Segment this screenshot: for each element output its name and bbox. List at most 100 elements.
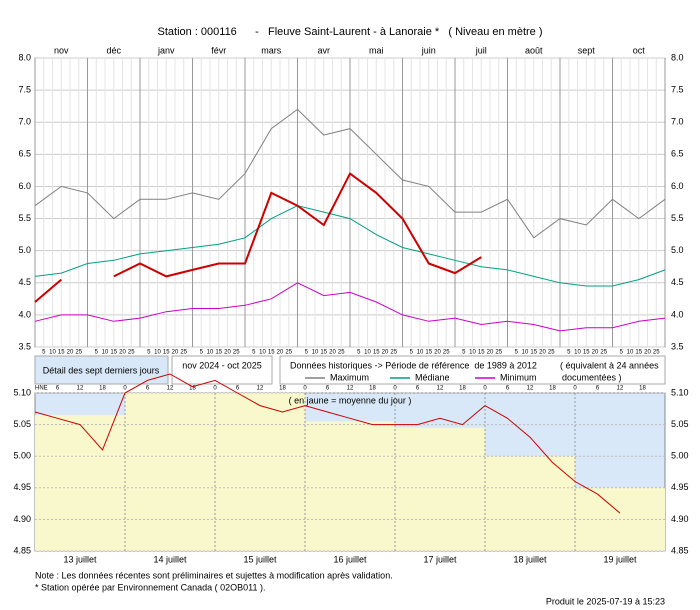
month-label: févr [211, 45, 226, 55]
day-label: 18 juillet [513, 554, 547, 564]
y-tick-label: 5.00 [13, 451, 31, 461]
hour-tick-label: 18 [189, 386, 196, 392]
month-label: janv [157, 45, 175, 55]
day-tick-label: 25 [548, 350, 555, 356]
series-line [34, 108, 666, 239]
hour-tick-label: 12 [527, 386, 534, 392]
hour-tick-label: 12 [437, 386, 444, 392]
y-tick-label: 4.5 [18, 277, 31, 287]
legend-historic: Données historiques -> Période de référe… [290, 360, 537, 370]
day-tick-label: 10 [364, 350, 371, 356]
day-tick-label: 20 [329, 350, 336, 356]
day-tick-label: 5 [42, 350, 46, 356]
day-tick-label: 20 [277, 350, 284, 356]
month-label: déc [106, 45, 121, 55]
day-tick-label: 20 [382, 350, 389, 356]
y-tick-label: 6.0 [18, 181, 31, 191]
hour-tick-label: 0 [393, 386, 397, 392]
y-tick-label: 7.0 [671, 117, 684, 127]
hour-tick-label: 6 [416, 386, 420, 392]
day-tick-label: 5 [95, 350, 99, 356]
produced-date: Produit le 2025-07-19 à 15:23 [546, 596, 665, 606]
series-line [34, 282, 666, 332]
hour-tick-label: 0 [573, 386, 577, 392]
legend-equivalent: ( équivalent à 24 années [560, 360, 659, 370]
day-label: 19 juillet [603, 554, 637, 564]
hour-tick-label: 0 [213, 386, 217, 392]
day-tick-label: 25 [128, 350, 135, 356]
day-tick-label: 5 [410, 350, 414, 356]
y-tick-label: 4.0 [671, 309, 684, 319]
day-label: 16 juillet [333, 554, 367, 564]
day-tick-label: 10 [207, 350, 214, 356]
y-tick-label: 4.5 [671, 277, 684, 287]
y-tick-label: 4.95 [13, 482, 31, 492]
month-label: juin [421, 45, 436, 55]
day-tick-label: 20 [644, 350, 651, 356]
month-label: mars [261, 45, 281, 55]
day-tick-label: 5 [252, 350, 256, 356]
y-tick-label: 4.85 [671, 545, 689, 555]
period-box [171, 355, 273, 385]
day-tick-label: 5 [200, 350, 204, 356]
day-tick-label: 25 [600, 350, 607, 356]
day-tick-label: 10 [259, 350, 266, 356]
series-line [34, 373, 621, 514]
legend-label: Médiane [415, 372, 450, 382]
day-tick-label: 10 [627, 350, 634, 356]
detail-button[interactable] [34, 355, 169, 385]
hour-tick-label: 6 [146, 386, 150, 392]
day-tick-label: 25 [285, 350, 292, 356]
y-tick-label: 5.10 [13, 387, 31, 397]
day-tick-label: 10 [469, 350, 476, 356]
y-tick-label: 6.0 [671, 181, 684, 191]
hour-tick-label: 0 [483, 386, 487, 392]
daily-mean-band [215, 393, 305, 551]
y-tick-label: 4.90 [671, 514, 689, 524]
day-tick-label: 10 [102, 350, 109, 356]
y-tick-label: 4.90 [13, 514, 31, 524]
y-tick-label: 4.85 [13, 545, 31, 555]
detail-button-label[interactable]: Détail des sept derniers jours [43, 365, 160, 375]
day-tick-label: 20 [434, 350, 441, 356]
y-tick-label: 5.00 [671, 451, 689, 461]
y-tick-label: 5.05 [671, 419, 689, 429]
day-tick-label: 5 [305, 350, 309, 356]
month-label: août [525, 45, 543, 55]
day-tick-label: 10 [522, 350, 529, 356]
daily-mean-band [485, 456, 575, 551]
day-tick-label: 15 [425, 350, 432, 356]
day-tick-label: 15 [320, 350, 327, 356]
day-tick-label: 25 [390, 350, 397, 356]
y-tick-label: 3.5 [671, 341, 684, 351]
daily-mean-band [35, 415, 125, 551]
legend-equivalent: documentées ) [562, 372, 622, 382]
day-tick-label: 15 [373, 350, 380, 356]
day-label: 15 juillet [243, 554, 277, 564]
hour-tick-label: 18 [639, 386, 646, 392]
day-tick-label: 25 [180, 350, 187, 356]
hour-tick-label: 0 [303, 386, 307, 392]
month-label: mai [369, 45, 384, 55]
hour-tick-label: 12 [617, 386, 624, 392]
y-tick-label: 5.10 [671, 387, 689, 397]
legend-label: Minimum [500, 372, 537, 382]
hour-tick-label: 12 [77, 386, 84, 392]
y-tick-label: 3.5 [18, 341, 31, 351]
hour-tick-label: 18 [549, 386, 556, 392]
hour-tick-label: 6 [236, 386, 240, 392]
day-tick-label: 20 [487, 350, 494, 356]
hour-tick-label: 18 [369, 386, 376, 392]
day-tick-label: 15 [635, 350, 642, 356]
day-tick-label: 5 [147, 350, 151, 356]
day-tick-label: 25 [75, 350, 82, 356]
day-tick-label: 20 [592, 350, 599, 356]
month-label: sept [578, 45, 596, 55]
day-tick-label: 25 [233, 350, 240, 356]
hour-tick-label: 6 [506, 386, 510, 392]
hour-tick-label: 6 [596, 386, 600, 392]
y-tick-label: 5.0 [18, 245, 31, 255]
day-tick-label: 5 [567, 350, 571, 356]
period-label: nov 2024 - oct 2025 [182, 360, 262, 370]
